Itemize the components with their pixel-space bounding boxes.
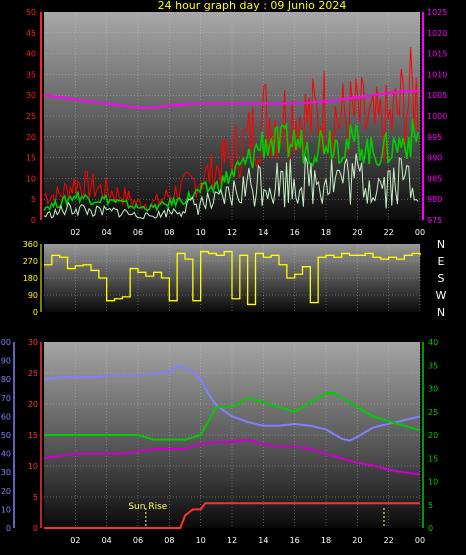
axis-far-left-tick-label: 70 — [1, 394, 11, 403]
wind-speed-tick-label: 20 — [26, 133, 36, 142]
wind-speed-tick-label: 45 — [26, 29, 36, 38]
axis-far-left-tick-label: 40 — [1, 450, 11, 459]
wind-avg-series-line — [43, 119, 419, 212]
wind-gust-series-line — [43, 47, 419, 211]
wind-x-tick-label: 08 — [164, 228, 174, 237]
wind-speed-tick-label: 10 — [26, 174, 36, 183]
axis-left-tick-label: 0 — [33, 524, 38, 533]
axis-left-tick-label: 20 — [28, 400, 38, 409]
series-line-1 — [44, 502, 420, 529]
axis-right-tick-label: 15 — [428, 454, 438, 463]
wind-speed-tick-label: 35 — [26, 70, 36, 79]
wind-speed-tick-label: 50 — [26, 8, 36, 17]
direction-tick-label: 180 — [23, 274, 38, 283]
pressure-tick-label: 995 — [427, 133, 442, 142]
temp-x-tick-label: 12 — [227, 536, 237, 545]
axis-right-tick-label: 30 — [428, 385, 438, 394]
compass-label: S — [438, 272, 445, 285]
axis-far-left-tick-label: 10 — [1, 505, 11, 514]
wind-speed-tick-label: 5 — [31, 195, 36, 204]
direction-series-line — [44, 250, 421, 306]
temp-x-tick-label: 04 — [102, 536, 112, 545]
axis-far-left-tick-label: 90 — [1, 357, 11, 366]
wind-x-tick-label: 02 — [70, 228, 80, 237]
wind-x-tick-label: 20 — [352, 228, 362, 237]
axis-left-tick-label: 25 — [28, 369, 38, 378]
axis-far-left-tick-label: 60 — [1, 412, 11, 421]
axis-far-left-tick-label: 20 — [1, 487, 11, 496]
axis-right-tick-label: 40 — [428, 338, 438, 347]
direction-tick-label: 0 — [33, 308, 38, 317]
direction-tick-label: 270 — [23, 257, 38, 266]
temp-x-tick-label: 14 — [258, 536, 268, 545]
chart-title: 24 hour graph day : 09 Junio 2024 — [158, 0, 347, 12]
wind-min-series-line — [43, 153, 419, 220]
axis-left-tick-label: 10 — [28, 462, 38, 471]
pressure-tick-label: 1000 — [427, 112, 447, 121]
wind-x-tick-label: 14 — [258, 228, 268, 237]
axis-far-left-tick-label: 50 — [1, 431, 11, 440]
wind-x-tick-label: 22 — [384, 228, 394, 237]
temp-x-tick-label: 22 — [384, 536, 394, 545]
compass-label: W — [436, 289, 447, 302]
wind-speed-tick-label: 0 — [31, 216, 36, 225]
series-line-3 — [43, 438, 421, 476]
sunrise-annotation: Sun Rise — [128, 502, 167, 512]
wind-speed-tick-label: 40 — [26, 50, 36, 59]
pressure-tick-label: 980 — [427, 195, 442, 204]
compass-label: E — [438, 255, 445, 268]
axis-right-tick-label: 25 — [428, 408, 438, 417]
pressure-tick-label: 990 — [427, 154, 442, 163]
temp-x-tick-label: 16 — [290, 536, 300, 545]
wind-speed-tick-label: 15 — [26, 154, 36, 163]
pressure-tick-label: 1005 — [427, 91, 447, 100]
wind-x-tick-label: 18 — [321, 228, 331, 237]
wind-x-tick-label: 06 — [133, 228, 143, 237]
pressure-series-line — [43, 90, 420, 109]
axis-right-tick-label: 35 — [428, 361, 438, 370]
axis-left-tick-label: 30 — [28, 338, 38, 347]
pressure-tick-label: 1010 — [427, 70, 447, 79]
series-line-0 — [43, 365, 421, 442]
temp-x-tick-label: 02 — [70, 536, 80, 545]
pressure-tick-label: 1025 — [427, 8, 447, 17]
direction-tick-label: 360 — [23, 240, 38, 249]
compass-label: N — [437, 306, 445, 319]
pressure-tick-label: 985 — [427, 174, 442, 183]
pressure-tick-label: 975 — [427, 216, 442, 225]
axis-left-tick-label: 15 — [28, 431, 38, 440]
axis-far-left-tick-label: 100 — [0, 338, 11, 347]
axis-far-left-tick-label: 80 — [1, 375, 11, 384]
axis-right-tick-label: 10 — [428, 478, 438, 487]
pressure-tick-label: 1015 — [427, 50, 447, 59]
temp-x-tick-label: 20 — [352, 536, 362, 545]
wind-x-tick-label: 00 — [415, 228, 425, 237]
temp-x-tick-label: 18 — [321, 536, 331, 545]
wind-x-tick-label: 12 — [227, 228, 237, 237]
axis-left-tick-label: 5 — [33, 493, 38, 502]
direction-tick-label: 90 — [28, 291, 38, 300]
temp-x-tick-label: 10 — [196, 536, 206, 545]
wind-x-tick-label: 04 — [102, 228, 112, 237]
axis-right-tick-label: 20 — [428, 431, 438, 440]
wind-x-tick-label: 10 — [196, 228, 206, 237]
wind-speed-tick-label: 25 — [26, 112, 36, 121]
wind-x-tick-label: 16 — [290, 228, 300, 237]
compass-label: N — [437, 238, 445, 251]
wind-speed-tick-label: 30 — [26, 91, 36, 100]
axis-far-left-tick-label: 30 — [1, 468, 11, 477]
series-line-2 — [44, 392, 421, 441]
temp-x-tick-label: 08 — [164, 536, 174, 545]
axis-far-left-tick-label: 0 — [6, 524, 11, 533]
pressure-tick-label: 1020 — [427, 29, 447, 38]
axis-right-tick-label: 0 — [428, 524, 433, 533]
axis-right-tick-label: 5 — [428, 501, 433, 510]
temp-x-tick-label: 00 — [415, 536, 425, 545]
temp-x-tick-label: 06 — [133, 536, 143, 545]
